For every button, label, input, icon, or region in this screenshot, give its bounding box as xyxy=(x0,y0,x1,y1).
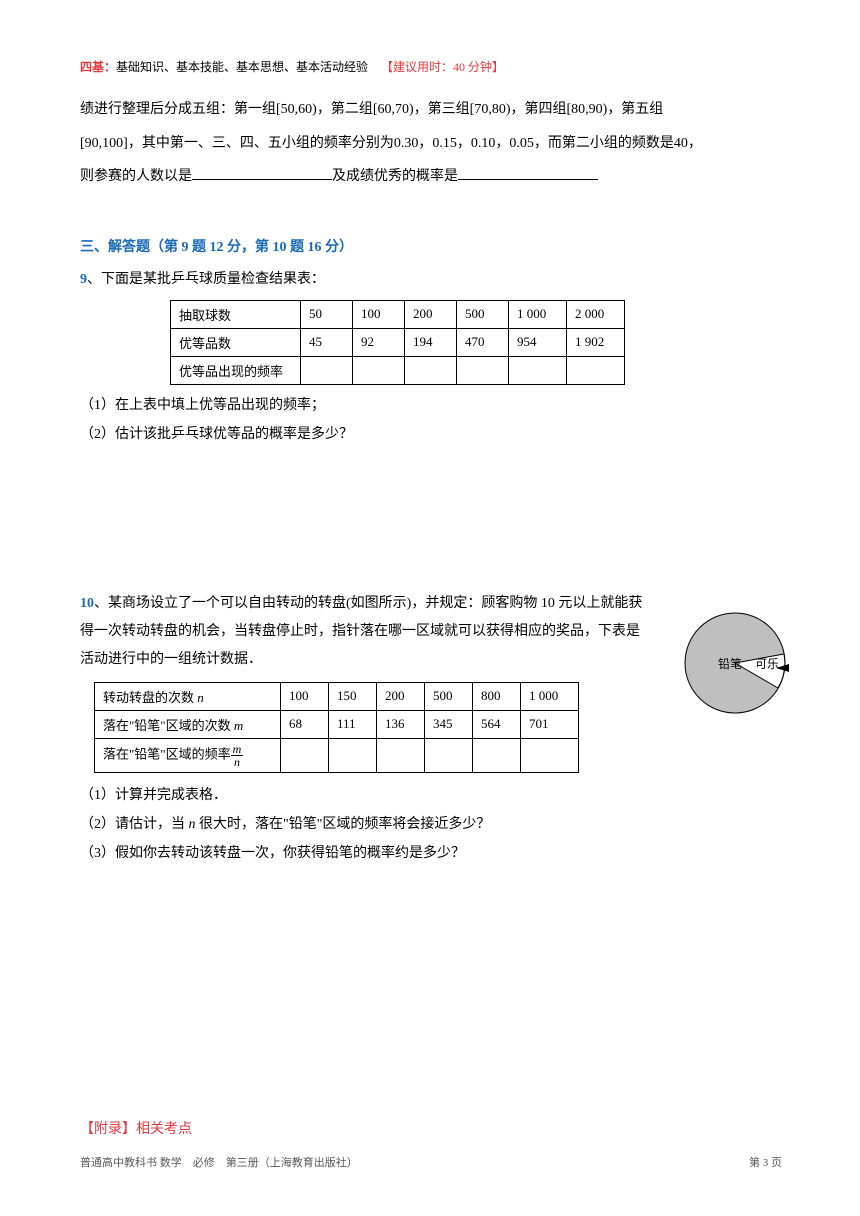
cell: 92 xyxy=(353,328,405,356)
cell-blank[interactable] xyxy=(353,356,405,384)
table-row: 优等品数 45 92 194 470 954 1 902 xyxy=(171,328,625,356)
question-9: 9、下面是某批乒乓球质量检查结果表： xyxy=(80,266,782,294)
pie-label-pencil: 铅笔 xyxy=(718,656,742,671)
cell: 111 xyxy=(329,710,377,738)
table-row: 落在"铅笔"区域的次数 m 68 111 136 345 564 701 xyxy=(95,710,579,738)
table-row: 转动转盘的次数 n 100 150 200 500 800 1 000 xyxy=(95,682,579,710)
group4: [80,90) xyxy=(566,102,607,117)
q10-r2-label: 落在"铅笔"区域的次数 m xyxy=(95,710,281,738)
q10-r1-label: 转动转盘的次数 n xyxy=(95,682,281,710)
footer-left: 普通高中教科书 数学 必修 第三册（上海教育出版社） xyxy=(80,1154,358,1170)
time-hint: 【建议用时：40 分钟】 xyxy=(381,60,504,74)
q9-table: 抽取球数 50 100 200 500 1 000 2 000 优等品数 45 … xyxy=(170,300,625,385)
q10-sub1: （1）计算并完成表格． xyxy=(80,781,782,810)
group5: [90,100] xyxy=(80,136,128,151)
question-10-wrap: 10、某商场设立了一个可以自由转动的转盘(如图所示)，并规定：顾客购物 10 元… xyxy=(80,590,782,674)
cell-blank[interactable] xyxy=(281,738,329,772)
cont-2b: ，而第二小组的频数是 xyxy=(534,136,674,151)
pie-label-cola: 可乐 xyxy=(755,657,779,671)
cont-2a: ，其中第一、三、四、五小组的频率分别为 xyxy=(128,136,394,151)
q9-num: 9 xyxy=(80,272,87,287)
cell-blank[interactable] xyxy=(457,356,509,384)
footer-right: 第 3 页 xyxy=(749,1154,782,1170)
cell: 200 xyxy=(405,300,457,328)
continuation-paragraph: 绩进行整理后分成五组：第一组[50,60)，第二组[60,70)，第三组[70,… xyxy=(80,93,782,194)
cell: 50 xyxy=(301,300,353,328)
spinner-pie: 铅笔 可乐 xyxy=(680,608,790,718)
cell: 45 xyxy=(301,328,353,356)
r3-text: 落在"铅笔"区域的频率 xyxy=(103,746,231,761)
blank-1[interactable] xyxy=(192,163,332,180)
cell: 500 xyxy=(457,300,509,328)
cont-a: 绩进行整理后分成五组：第一组 xyxy=(80,102,276,117)
cell-blank[interactable] xyxy=(509,356,567,384)
cell: 150 xyxy=(329,682,377,710)
section-3-title: 三、解答题（第 9 题 12 分，第 10 题 16 分） xyxy=(80,236,782,256)
q10-sub2: （2）请估计，当 n 很大时，落在"铅笔"区域的频率将会接近多少？ xyxy=(80,810,782,839)
q9-sub1: （1）在上表中填上优等品出现的频率； xyxy=(80,391,782,420)
cell: 470 xyxy=(457,328,509,356)
fraction-m-over-n: mn xyxy=(231,743,244,768)
cell-blank[interactable] xyxy=(425,738,473,772)
cell-blank[interactable] xyxy=(473,738,521,772)
q9-r2-label: 优等品数 xyxy=(171,328,301,356)
page-header: 四基：基础知识、基本技能、基本思想、基本活动经验 【建议用时：40 分钟】 xyxy=(80,58,782,75)
q9-text: 、下面是某批乒乓球质量检查结果表： xyxy=(87,272,325,287)
cell: 564 xyxy=(473,710,521,738)
cell: 194 xyxy=(405,328,457,356)
cell: 1 902 xyxy=(567,328,625,356)
pie-svg: 铅笔 可乐 xyxy=(680,608,790,718)
page-footer: 普通高中教科书 数学 必修 第三册（上海教育出版社） 第 3 页 xyxy=(80,1154,782,1170)
cell: 954 xyxy=(509,328,567,356)
cell: 800 xyxy=(473,682,521,710)
q10-lead: 、某商场设立了一个可以自由转动的转盘(如图所示)，并规定：顾客购物 10 元以上… xyxy=(80,596,642,667)
cell: 2 000 xyxy=(567,300,625,328)
cell: 68 xyxy=(281,710,329,738)
count2: 40 xyxy=(674,136,688,151)
cell-blank[interactable] xyxy=(377,738,425,772)
q10-sub3: （3）假如你去转动该转盘一次，你获得铅笔的概率约是多少？ xyxy=(80,839,782,868)
q9-sub2: （2）估计该批乒乓球优等品的概率是多少？ xyxy=(80,420,782,449)
freqs: 0.30，0.15，0.10，0.05 xyxy=(394,136,534,151)
cell-blank[interactable] xyxy=(521,738,579,772)
blank-2[interactable] xyxy=(458,163,598,180)
appendix-title: 【附录】相关考点 xyxy=(80,1118,192,1138)
q9-r3-label: 优等品出现的频率 xyxy=(171,356,301,384)
q9-r1-label: 抽取球数 xyxy=(171,300,301,328)
cell: 1 000 xyxy=(521,682,579,710)
cell: 500 xyxy=(425,682,473,710)
cell: 100 xyxy=(353,300,405,328)
table-row: 落在"铅笔"区域的频率mn xyxy=(95,738,579,772)
cell: 1 000 xyxy=(509,300,567,328)
cell: 345 xyxy=(425,710,473,738)
table-row: 抽取球数 50 100 200 500 1 000 2 000 xyxy=(171,300,625,328)
q10-num: 10 xyxy=(80,596,94,611)
cont-b: ，第二组 xyxy=(317,102,373,117)
cell: 200 xyxy=(377,682,425,710)
group2: [60,70) xyxy=(373,102,414,117)
cell: 100 xyxy=(281,682,329,710)
cell: 701 xyxy=(521,710,579,738)
cont-3a: 则参赛的人数以是 xyxy=(80,169,192,184)
cell-blank[interactable] xyxy=(405,356,457,384)
cell: 136 xyxy=(377,710,425,738)
cell-blank[interactable] xyxy=(301,356,353,384)
cont-3b: 及成绩优秀的概率是 xyxy=(332,169,458,184)
cont-d: ，第四组 xyxy=(510,102,566,117)
cont-e: ，第五组 xyxy=(607,102,663,117)
siji-text: 基础知识、基本技能、基本思想、基本活动经验 xyxy=(116,60,368,74)
group1: [50,60) xyxy=(276,102,317,117)
cont-c: ，第三组 xyxy=(414,102,470,117)
table-row: 优等品出现的频率 xyxy=(171,356,625,384)
siji-label: 四基： xyxy=(80,60,116,74)
q10-r3-label: 落在"铅笔"区域的频率mn xyxy=(95,738,281,772)
cont-2c: ， xyxy=(688,136,702,151)
q10-table: 转动转盘的次数 n 100 150 200 500 800 1 000 落在"铅… xyxy=(94,682,579,773)
cell-blank[interactable] xyxy=(567,356,625,384)
question-10: 10、某商场设立了一个可以自由转动的转盘(如图所示)，并规定：顾客购物 10 元… xyxy=(80,590,652,674)
cell-blank[interactable] xyxy=(329,738,377,772)
group3: [70,80) xyxy=(470,102,511,117)
